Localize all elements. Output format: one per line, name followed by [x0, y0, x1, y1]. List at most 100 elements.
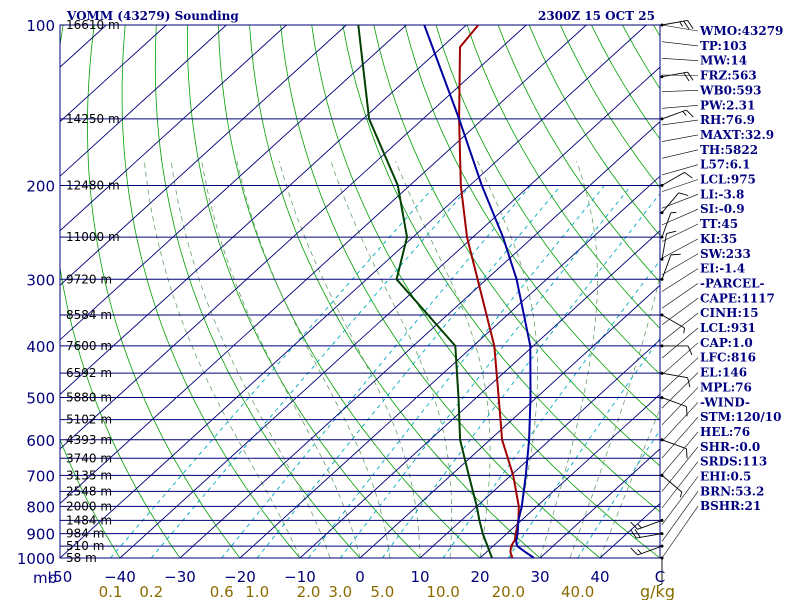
wind-barb-flag: [686, 109, 694, 118]
isotherm-line: [479, 393, 660, 558]
moist-adiabat-line: [395, 160, 491, 558]
wind-barb-flag: [630, 529, 637, 539]
mixing-ratio-tick-label: 1.0: [245, 583, 269, 600]
wind-barb: [660, 344, 693, 356]
isotherm-line: [60, 25, 527, 450]
index-leader-line: [661, 312, 699, 342]
wind-barb: [660, 253, 681, 281]
wind-barb-base: [660, 117, 664, 121]
index-leader-line: [661, 164, 699, 176]
index-leader-line: [661, 327, 699, 359]
height-label: 14250 m: [66, 112, 120, 126]
index-leader-line: [661, 253, 699, 276]
wind-barb-staff: [661, 314, 685, 329]
chart-title: VOMM (43279) Sounding: [66, 9, 239, 23]
isotherm-line: [60, 25, 407, 341]
index-label: STM:120/10: [700, 410, 781, 424]
temperature-tick-label: −30: [164, 568, 196, 586]
pressure-label: 100: [26, 17, 55, 35]
pressure-label: 900: [26, 526, 55, 544]
index-label: LCL:931: [700, 321, 756, 335]
index-label: -PARCEL-: [700, 276, 765, 290]
index-leader-line: [661, 357, 699, 392]
wind-barb-staff: [661, 172, 685, 186]
index-label: CINH:15: [700, 306, 759, 320]
index-label: EHI:0.5: [700, 470, 751, 484]
moist-adiabat-line: [236, 161, 391, 558]
wind-barb-base: [660, 183, 664, 187]
wind-barb: [660, 212, 677, 239]
index-label: SI:-0.9: [700, 202, 745, 216]
isotherm-line: [60, 25, 587, 505]
isotherm-line: [299, 230, 660, 558]
wind-barb: [660, 192, 689, 215]
pressure-label: 800: [26, 498, 55, 516]
wind-barb-staff: [661, 254, 672, 280]
index-leader-line: [661, 416, 699, 459]
mixing-ratio-tick-label: 5.0: [370, 583, 394, 600]
height-label: 9720 m: [66, 272, 112, 286]
wind-barb-half-flag: [637, 523, 642, 529]
index-label: LCL:975: [700, 173, 756, 187]
index-label: TP:103: [700, 39, 747, 53]
wind-barb-flag: [687, 20, 694, 29]
index-leader-line: [661, 90, 699, 92]
index-label: FRZ:563: [700, 69, 757, 83]
index-leader-line: [661, 283, 699, 309]
index-leader-line: [661, 387, 699, 426]
wind-barb-base: [660, 257, 664, 261]
pressure-label: 300: [26, 271, 55, 289]
index-label: -WIND-: [700, 395, 750, 409]
isotherm-line: [60, 25, 227, 177]
height-labels: 16610 m 14250 m 12480 m 11000 m 9720 m 8584 m…: [66, 18, 120, 565]
temperature-tick-label: 20: [470, 568, 489, 586]
plot-frame: [59, 24, 661, 559]
wind-barb-staff: [636, 533, 663, 539]
index-leader-line: [661, 105, 699, 109]
index-label: TH:5822: [700, 143, 758, 157]
index-label: MAXT:32.9: [700, 128, 774, 142]
wind-barb-staff: [661, 475, 683, 493]
height-label: 8584 m: [66, 308, 112, 322]
height-label: 5102 m: [66, 413, 112, 427]
wind-barb-staff: [661, 71, 688, 78]
indices-panel: WMO:43279TP:103MW:14FRZ:563WB0:593PW:2.3…: [661, 24, 783, 559]
index-leader-line: [661, 41, 699, 47]
wind-barb: [660, 371, 691, 388]
mixing-ratio-tick-label: 3.0: [328, 583, 352, 600]
temperature-tick-label: 30: [530, 568, 549, 586]
mixing-ratio-tick-label: 0.1: [99, 583, 123, 600]
index-label: PW:2.31: [700, 98, 755, 112]
isotherm-line: [119, 66, 660, 558]
index-label: EL:146: [700, 366, 747, 380]
wind-barb-base: [660, 344, 664, 348]
index-leader-line: [661, 431, 699, 475]
pressure-unit-label: mb: [33, 569, 57, 587]
index-label: EI:-1.4: [700, 262, 745, 276]
temperature-tick-label: -50: [48, 568, 73, 586]
index-label: MW:14: [700, 54, 747, 68]
wind-barb-flag: [630, 547, 638, 556]
index-leader-line: [661, 223, 699, 242]
wind-barb-flag: [687, 345, 693, 356]
mixing-ratio-tick-label: 10.0: [426, 583, 459, 600]
wind-barb-staff: [661, 397, 687, 407]
wind-barb-staff: [661, 372, 688, 379]
height-label: 12480 m: [66, 178, 120, 192]
temperature-tick-labels: -50 −40 −30 −20 −10 0 10 20 30 40 C: [48, 568, 665, 586]
index-label: WMO:43279: [699, 24, 783, 38]
height-label: 984 m: [66, 527, 104, 541]
index-label: HEL:76: [700, 425, 750, 439]
wind-barb-flag: [687, 377, 691, 388]
isotherm-line: [60, 25, 167, 123]
isotherm-line: [239, 175, 660, 558]
wind-barb-staff: [637, 545, 663, 556]
mixing-ratio-tick-label: 40.0: [561, 583, 594, 600]
height-label: 3740 m: [66, 451, 112, 465]
mixing-ratio-line: [308, 185, 605, 558]
index-label: BSHR:21: [700, 499, 761, 513]
pressure-label: 200: [26, 177, 55, 195]
wind-barb-half-flag: [656, 583, 663, 587]
index-label: SW:233: [700, 247, 751, 261]
